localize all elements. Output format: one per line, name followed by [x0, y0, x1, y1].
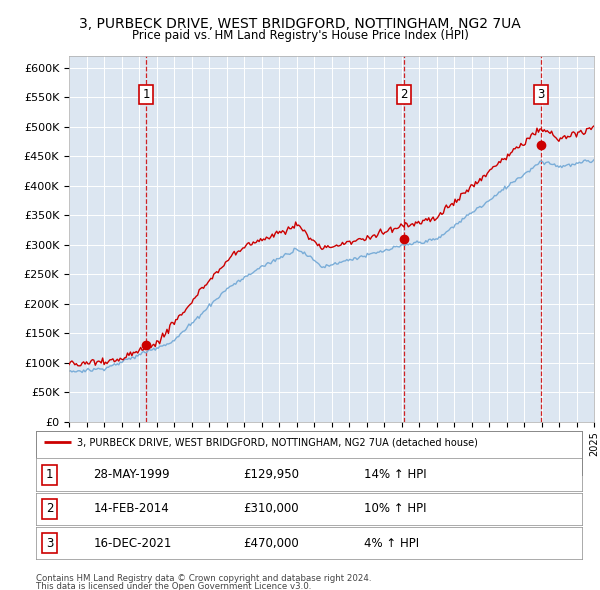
Text: £470,000: £470,000	[244, 536, 299, 550]
Text: 3: 3	[46, 536, 53, 550]
Text: Price paid vs. HM Land Registry's House Price Index (HPI): Price paid vs. HM Land Registry's House …	[131, 30, 469, 42]
Text: 2: 2	[400, 88, 407, 101]
Text: 16-DEC-2021: 16-DEC-2021	[94, 536, 172, 550]
Text: 3: 3	[537, 88, 544, 101]
Text: £129,950: £129,950	[244, 468, 299, 481]
Text: £310,000: £310,000	[244, 502, 299, 516]
Text: 3, PURBECK DRIVE, WEST BRIDGFORD, NOTTINGHAM, NG2 7UA (detached house): 3, PURBECK DRIVE, WEST BRIDGFORD, NOTTIN…	[77, 437, 478, 447]
Text: 28-MAY-1999: 28-MAY-1999	[94, 468, 170, 481]
Text: Contains HM Land Registry data © Crown copyright and database right 2024.: Contains HM Land Registry data © Crown c…	[36, 574, 371, 583]
Text: 1: 1	[142, 88, 150, 101]
Text: 10% ↑ HPI: 10% ↑ HPI	[364, 502, 426, 516]
Text: This data is licensed under the Open Government Licence v3.0.: This data is licensed under the Open Gov…	[36, 582, 311, 590]
Text: 14% ↑ HPI: 14% ↑ HPI	[364, 468, 426, 481]
Text: 4% ↑ HPI: 4% ↑ HPI	[364, 536, 419, 550]
Text: HPI: Average price, detached house, Rushcliffe: HPI: Average price, detached house, Rush…	[77, 458, 305, 468]
Text: 14-FEB-2014: 14-FEB-2014	[94, 502, 169, 516]
Text: 2: 2	[46, 502, 53, 516]
Text: 1: 1	[46, 468, 53, 481]
Text: 3, PURBECK DRIVE, WEST BRIDGFORD, NOTTINGHAM, NG2 7UA: 3, PURBECK DRIVE, WEST BRIDGFORD, NOTTIN…	[79, 17, 521, 31]
